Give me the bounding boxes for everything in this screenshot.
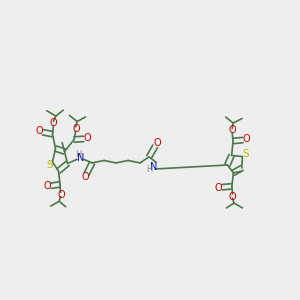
Text: N: N: [77, 153, 85, 163]
Text: O: O: [229, 191, 237, 202]
Text: O: O: [242, 134, 250, 145]
Text: H: H: [75, 150, 81, 159]
Text: O: O: [44, 181, 51, 191]
Text: O: O: [153, 138, 161, 148]
Text: H: H: [146, 165, 153, 174]
Text: N: N: [150, 161, 157, 172]
Text: O: O: [57, 190, 65, 200]
Text: O: O: [215, 183, 223, 193]
Text: O: O: [72, 124, 80, 134]
Text: O: O: [83, 133, 91, 143]
Text: O: O: [81, 172, 89, 182]
Text: O: O: [35, 126, 43, 136]
Text: S: S: [46, 160, 53, 170]
Text: O: O: [228, 125, 236, 135]
Text: O: O: [50, 118, 58, 128]
Text: S: S: [242, 149, 249, 159]
